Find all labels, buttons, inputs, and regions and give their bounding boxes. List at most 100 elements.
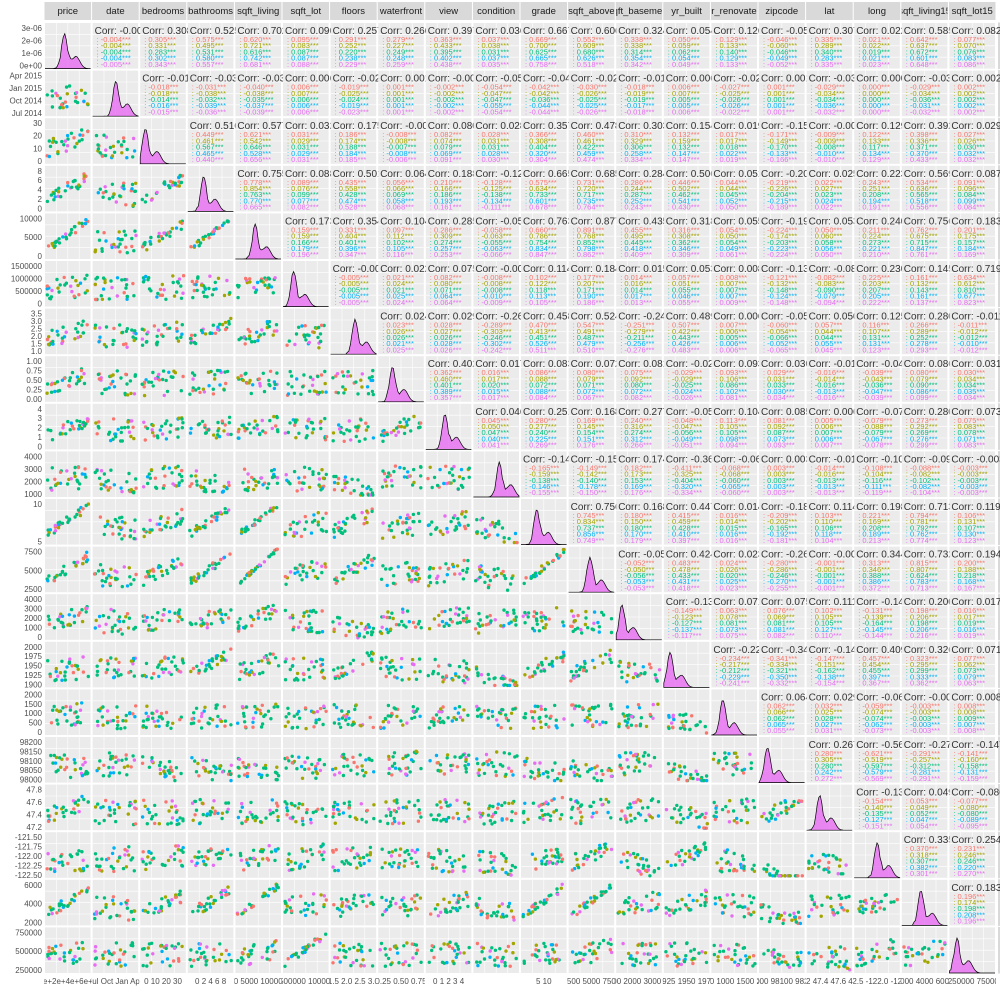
data-point: [102, 231, 106, 235]
data-point: [72, 136, 76, 140]
data-point: [190, 279, 194, 284]
data-point: [222, 388, 226, 392]
data-point: [222, 555, 227, 559]
group-corr-value: : -0.025***: [715, 89, 749, 98]
data-point: [134, 181, 138, 185]
group-corr-value: : 0.129***: [715, 54, 747, 63]
group-corr-value: : 0.059***: [668, 41, 700, 50]
data-point: [176, 619, 180, 624]
data-point: [478, 575, 482, 579]
data-point: [271, 551, 275, 555]
data-point: [73, 337, 77, 341]
data-point: [96, 230, 100, 234]
group-corr-value: : 0.304***: [525, 155, 557, 164]
panel-sqft_above-view: [425, 546, 472, 593]
group-corr-value: : 0.357***: [430, 393, 462, 402]
data-point: [132, 294, 136, 298]
group-corr-value: : -0.001***: [811, 583, 845, 592]
corr-value: Corr: 0.002: [951, 74, 1000, 85]
data-point: [480, 531, 484, 535]
data-point: [304, 436, 308, 440]
data-point: [228, 552, 232, 556]
data-point: [174, 290, 179, 294]
group-corr-value: : 0.626***: [573, 54, 605, 63]
data-point: [179, 335, 183, 339]
data-point: [181, 291, 185, 295]
data-point: [197, 244, 201, 248]
data-point: [202, 390, 207, 394]
group-corr-value: : 0.062***: [668, 47, 700, 56]
data-point: [480, 570, 484, 574]
data-point: [132, 627, 136, 631]
data-point: [396, 430, 401, 434]
group-corr-value: : 0.066***: [382, 184, 414, 193]
data-point: [180, 332, 184, 336]
group-corr-value: : -0.039***: [192, 101, 226, 110]
data-point: [145, 475, 150, 479]
data-point: [336, 476, 341, 481]
data-point: [124, 283, 129, 287]
panel-sqft_lot-bedrooms: [140, 261, 186, 307]
data-point: [165, 419, 169, 423]
group-corr-value: : -0.004***: [97, 54, 131, 63]
data-point: [53, 529, 58, 533]
group-corr-value: : 0.244***: [620, 184, 652, 193]
data-point: [122, 187, 126, 191]
group-corr-value: : -0.036***: [192, 107, 226, 116]
group-corr-value: : 0.035***: [477, 60, 509, 69]
data-point: [69, 607, 74, 612]
data-point: [336, 526, 340, 530]
group-corr-value: : 0.283***: [811, 54, 843, 63]
strip-top-yr_renovated: [710, 2, 758, 20]
data-point: [122, 139, 126, 144]
data-point: [513, 531, 518, 536]
data-point: [73, 145, 77, 149]
group-corr-value: : 0.129***: [858, 155, 890, 164]
data-point: [76, 613, 81, 617]
data-point: [101, 614, 106, 618]
data-point: [293, 531, 297, 536]
group-corr-value: : 0.459***: [573, 149, 605, 158]
data-point: [332, 480, 337, 485]
data-point: [50, 140, 55, 144]
data-point: [124, 615, 128, 619]
data-point: [116, 629, 120, 633]
data-point: [311, 427, 316, 431]
data-point: [81, 133, 85, 137]
data-point: [167, 466, 172, 470]
data-point: [245, 427, 249, 431]
data-point: [192, 340, 197, 345]
group-corr-value: : 0.084***: [525, 393, 557, 402]
data-point: [162, 607, 166, 612]
data-point: [332, 535, 337, 539]
data-point: [190, 482, 194, 486]
group-corr-value: : 0.021***: [858, 54, 890, 63]
data-point: [405, 532, 410, 536]
data-point: [447, 566, 451, 571]
data-point: [389, 566, 393, 571]
group-corr-value: : -0.010***: [811, 155, 845, 164]
data-point: [86, 129, 90, 134]
group-corr-value: : 0.024***: [382, 298, 414, 307]
data-point: [133, 329, 137, 333]
group-corr-value: : 0.518***: [573, 60, 605, 69]
data-point: [426, 523, 431, 528]
group-corr-value: : 0.037***: [477, 54, 509, 63]
data-point: [188, 392, 192, 396]
group-corr-value: : 0.191***: [858, 203, 890, 212]
group-corr-value: : 0.002***: [953, 89, 985, 98]
data-point: [206, 568, 210, 572]
data-point: [132, 536, 136, 541]
group-corr-value: : 0.026***: [953, 136, 985, 145]
data-point: [364, 516, 368, 520]
data-point: [179, 180, 184, 185]
data-point: [449, 519, 453, 524]
panel-condition-price: [45, 451, 91, 497]
data-point: [81, 561, 85, 566]
data-point: [161, 369, 166, 373]
data-point: [402, 475, 407, 479]
panel-waterfront-floors: [330, 356, 377, 402]
data-point: [111, 195, 115, 199]
group-corr-value: : 0.672***: [906, 47, 938, 56]
group-corr-value: : 0.028***: [477, 149, 509, 158]
